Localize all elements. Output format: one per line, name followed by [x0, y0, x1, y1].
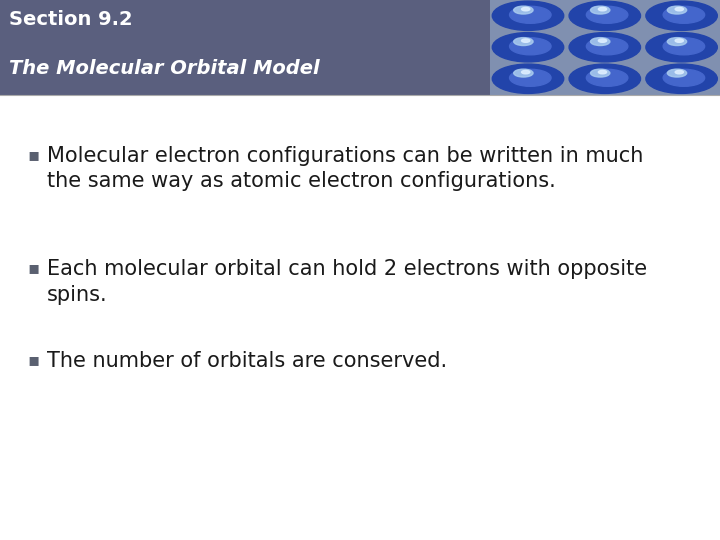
- Bar: [0, 94, 720, 540]
- Circle shape: [675, 8, 683, 11]
- Circle shape: [521, 39, 530, 42]
- Circle shape: [646, 32, 717, 62]
- Text: Section 9.2: Section 9.2: [9, 10, 133, 29]
- Circle shape: [521, 8, 530, 11]
- Circle shape: [646, 64, 717, 93]
- Circle shape: [492, 64, 564, 93]
- Circle shape: [586, 69, 628, 86]
- Text: Each molecular orbital can hold 2 electrons with opposite
spins.: Each molecular orbital can hold 2 electr…: [47, 259, 647, 305]
- Text: The Molecular Orbital Model: The Molecular Orbital Model: [9, 59, 320, 78]
- Circle shape: [510, 6, 551, 23]
- Circle shape: [598, 8, 607, 11]
- Circle shape: [675, 39, 683, 42]
- Circle shape: [663, 6, 705, 23]
- Text: ▪: ▪: [27, 259, 40, 277]
- Text: ▪: ▪: [27, 351, 40, 369]
- Circle shape: [513, 69, 533, 77]
- Circle shape: [513, 6, 533, 14]
- Circle shape: [492, 32, 564, 62]
- Circle shape: [590, 38, 610, 45]
- Circle shape: [590, 69, 610, 77]
- Circle shape: [510, 69, 551, 86]
- Bar: [0, 0, 720, 94]
- Circle shape: [598, 39, 607, 42]
- Circle shape: [663, 38, 705, 55]
- Circle shape: [492, 1, 564, 30]
- Circle shape: [569, 64, 641, 93]
- Circle shape: [675, 70, 683, 74]
- Circle shape: [521, 70, 530, 74]
- Circle shape: [586, 6, 628, 23]
- Text: ▪: ▪: [27, 146, 40, 164]
- Circle shape: [590, 6, 610, 14]
- Circle shape: [513, 38, 533, 45]
- Circle shape: [510, 38, 551, 55]
- Bar: [490, 0, 720, 94]
- Circle shape: [598, 70, 607, 74]
- Circle shape: [586, 38, 628, 55]
- Circle shape: [667, 38, 687, 45]
- Text: The number of orbitals are conserved.: The number of orbitals are conserved.: [47, 351, 447, 371]
- Circle shape: [569, 1, 641, 30]
- Circle shape: [646, 1, 717, 30]
- Circle shape: [569, 32, 641, 62]
- Circle shape: [663, 69, 705, 86]
- Circle shape: [667, 6, 687, 14]
- Text: Molecular electron configurations can be written in much
the same way as atomic : Molecular electron configurations can be…: [47, 146, 643, 191]
- Circle shape: [667, 69, 687, 77]
